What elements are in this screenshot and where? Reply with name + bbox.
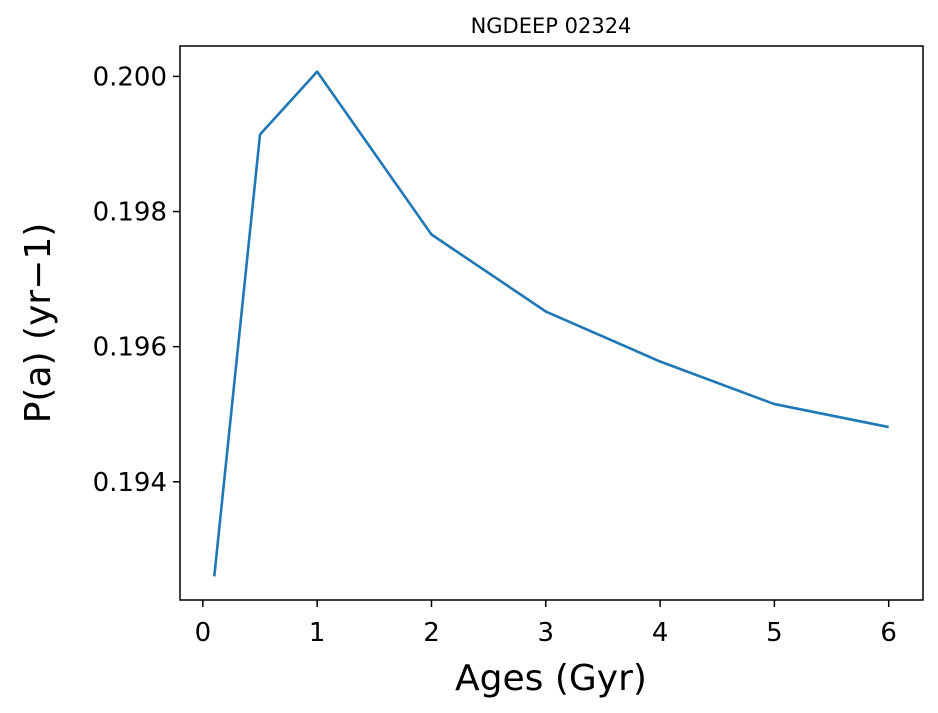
y-tick-label: 0.198 bbox=[93, 198, 167, 228]
y-axis-ticks: 0.194 0.196 0.198 0.200 bbox=[93, 62, 180, 498]
plot-area bbox=[212, 70, 889, 577]
chart-title: NGDEEP 02324 bbox=[471, 14, 632, 38]
x-axis-ticks: 0 1 2 3 4 5 6 bbox=[195, 600, 897, 648]
plot-frame bbox=[179, 45, 924, 601]
x-tick-label: 6 bbox=[880, 618, 897, 648]
x-tick-label: 4 bbox=[652, 618, 669, 648]
x-tick-label: 2 bbox=[423, 618, 440, 648]
x-tick-label: 1 bbox=[309, 618, 326, 648]
y-tick-label: 0.194 bbox=[93, 468, 167, 498]
x-tick-label: 0 bbox=[195, 618, 212, 648]
x-tick-label: 3 bbox=[538, 618, 555, 648]
y-tick-label: 0.200 bbox=[93, 62, 167, 92]
x-axis-title: Ages (Gyr) bbox=[455, 658, 647, 699]
y-axis-title: P(a) (yr−1) bbox=[18, 223, 59, 424]
x-tick-label: 5 bbox=[766, 618, 783, 648]
y-tick-label: 0.196 bbox=[93, 333, 167, 363]
series-line-0 bbox=[212, 70, 889, 577]
